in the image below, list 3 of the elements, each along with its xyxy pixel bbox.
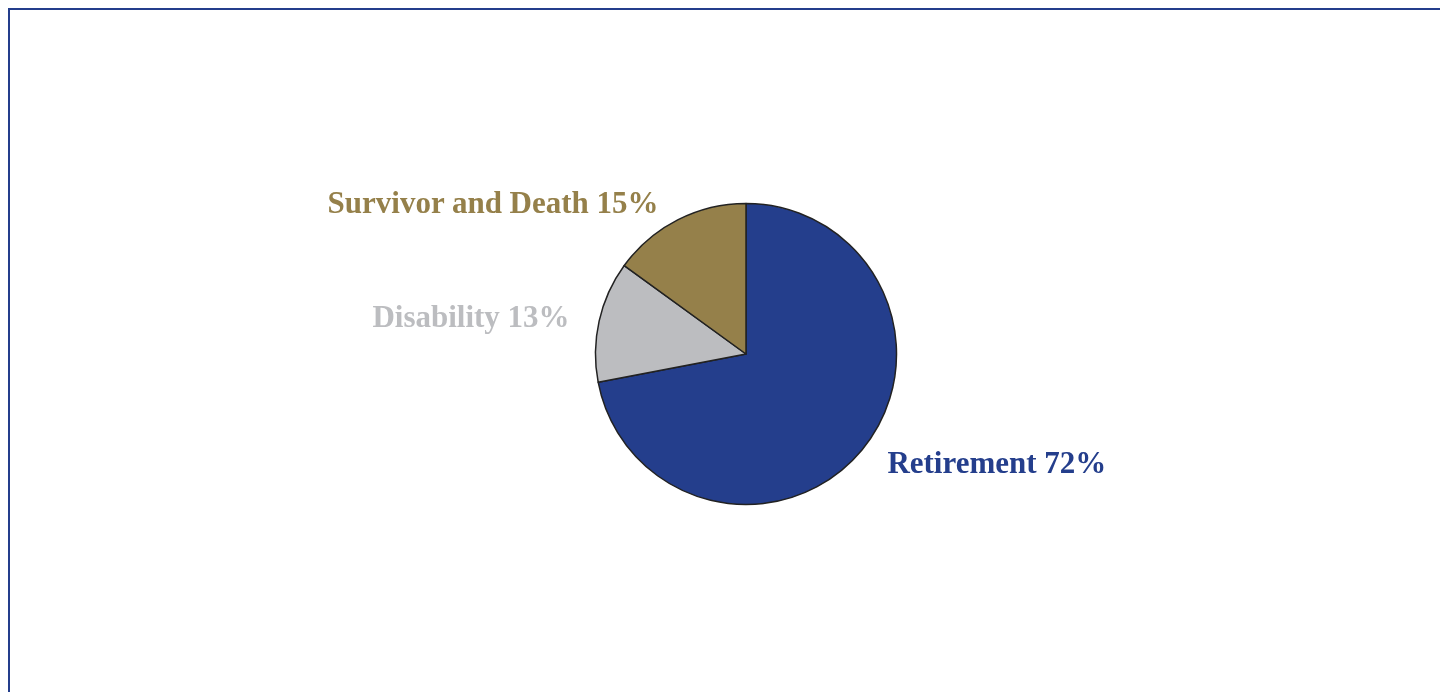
slice-label: Survivor and Death 15% [327,184,659,220]
slice-label: Retirement 72% [887,445,1107,481]
slice-label: Disability 13% [372,299,570,335]
